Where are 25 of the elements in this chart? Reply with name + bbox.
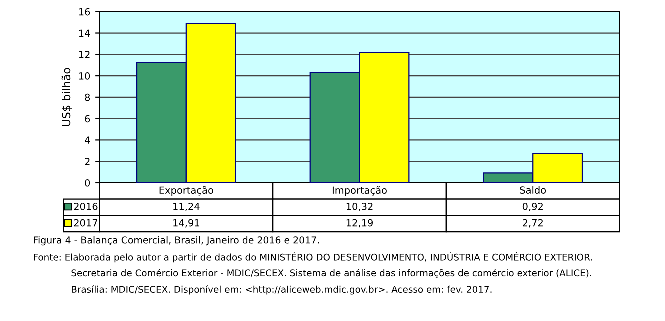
y-tick-label: 0 bbox=[85, 179, 90, 187]
y-tick-label: 12 bbox=[79, 51, 90, 58]
y-tick-label: 10 bbox=[79, 72, 90, 80]
data-label: 10,32 bbox=[346, 202, 373, 212]
x-tick-label: Importação bbox=[332, 186, 387, 196]
source-note: Fonte: Elaborada pelo autor a partir de dados do MINISTÉRIO DO DESENVOLVIMENTO, INDÚSTRIA E COMÉRCIO EXTERIOR. bbox=[34, 252, 592, 263]
legend-label: 2017 bbox=[74, 219, 98, 227]
data-label: 0,92 bbox=[522, 202, 543, 212]
data-label: 11,24 bbox=[174, 202, 200, 212]
y-tick-label: 14 bbox=[79, 30, 90, 37]
data-label: 12,19 bbox=[346, 219, 373, 228]
x-tick-label: Saldo bbox=[520, 186, 546, 194]
text: Brasília: MDIC/SECEX. Disponível em: <http://aliceweb.mdic.gov.br>. Acesso em: fev. 2017. bbox=[72, 286, 492, 295]
text: Figura 4 - Balança Comercial, Brasil, Janeiro de 2016 e 2017. bbox=[34, 236, 320, 246]
text: Secretaria de Comércio Exterior - MDIC/SECEX. Sistema de análise das informações de comércio exterior (ALICE). bbox=[72, 269, 592, 278]
y-axis-title: US$ bilhão bbox=[62, 68, 72, 126]
y-tick-label: 16 bbox=[79, 8, 90, 16]
y-tick-label: 8 bbox=[85, 94, 90, 102]
legend-label: 2016 bbox=[74, 202, 98, 210]
data-label: 14,91 bbox=[174, 219, 200, 228]
y-tick-label: 6 bbox=[85, 115, 90, 123]
data-label: 2,72 bbox=[522, 219, 543, 228]
y-tick-label: 2 bbox=[85, 158, 90, 166]
y-tick-label: 4 bbox=[85, 136, 90, 144]
x-tick-label: Exportação bbox=[160, 186, 214, 196]
